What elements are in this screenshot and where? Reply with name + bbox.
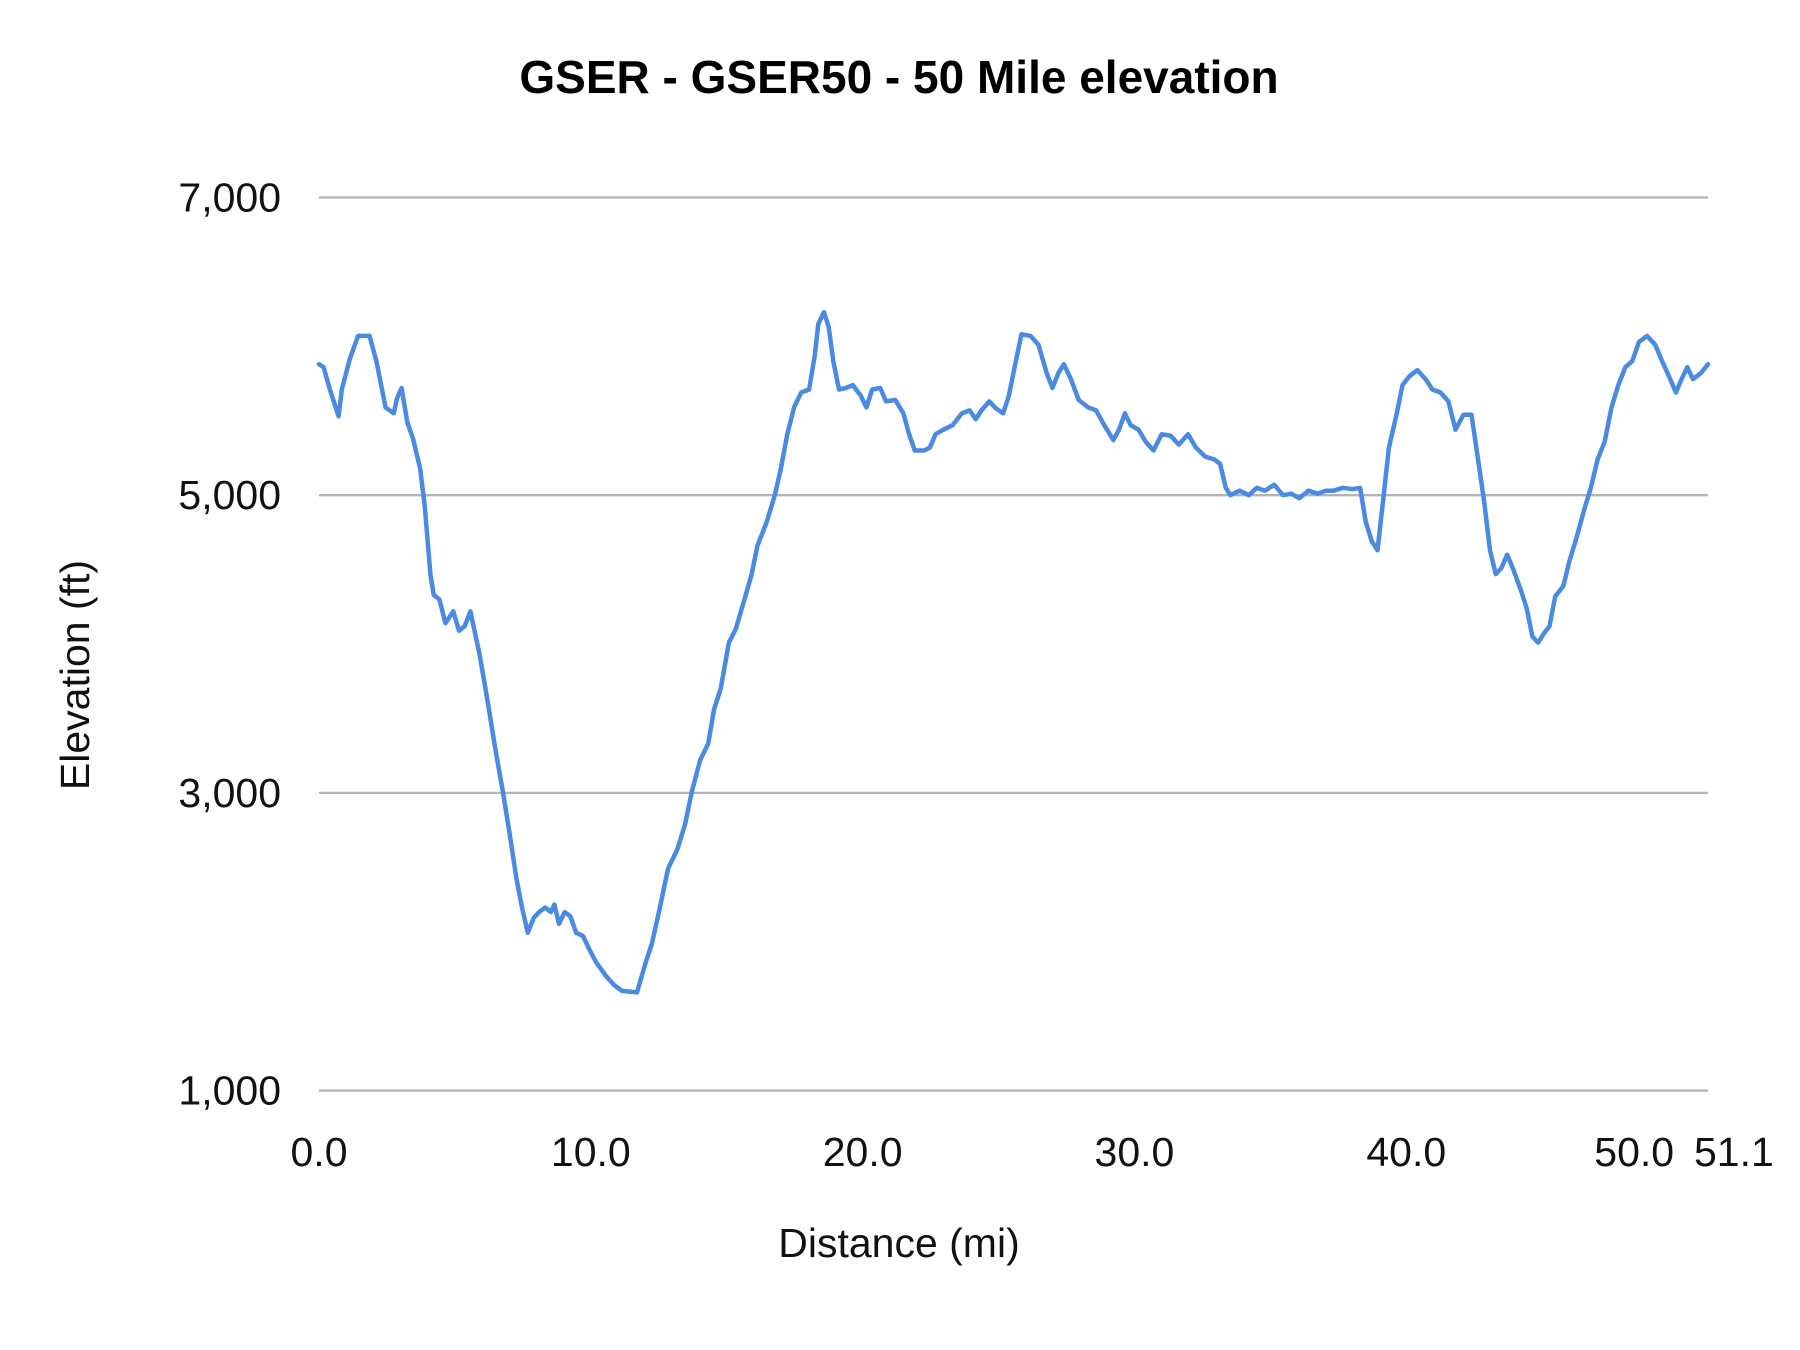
x-tick-label: 10.0 xyxy=(551,1129,631,1175)
x-tick-label: 30.0 xyxy=(1095,1129,1175,1175)
elevation-line xyxy=(316,309,1711,995)
y-tick-label: 1,000 xyxy=(178,1068,281,1114)
y-tick-label: 5,000 xyxy=(178,472,281,518)
chart-title: GSER - GSER50 - 50 Mile elevation xyxy=(519,51,1278,103)
y-tick-label: 3,000 xyxy=(178,770,281,816)
series-group xyxy=(316,309,1711,995)
y-axis-label: Elevation (ft) xyxy=(52,560,98,790)
x-tick-label: 51.1 xyxy=(1694,1129,1774,1175)
gridlines xyxy=(319,196,1708,1092)
x-tick-labels: 0.0 10.0 20.0 30.0 40.0 50.0 51.1 xyxy=(291,1129,1774,1175)
x-tick-label: 0.0 xyxy=(291,1129,348,1175)
x-tick-label: 50.0 xyxy=(1594,1129,1674,1175)
x-tick-label: 40.0 xyxy=(1366,1129,1446,1175)
y-tick-label: 7,000 xyxy=(178,175,281,221)
x-tick-label: 20.0 xyxy=(823,1129,903,1175)
y-tick-labels: 1,000 3,000 5,000 7,000 xyxy=(178,175,281,1114)
x-axis-label: Distance (mi) xyxy=(778,1220,1019,1266)
